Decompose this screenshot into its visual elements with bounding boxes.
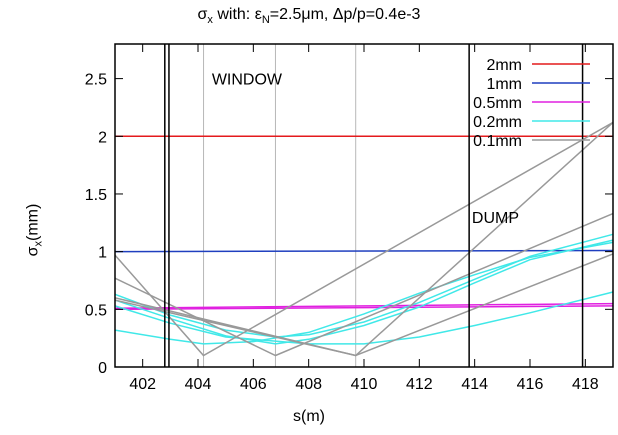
series-0.2mm-line-2 <box>114 241 614 345</box>
y-tick-label-1: 0.5 <box>85 302 107 319</box>
x-tick-label-4: 410 <box>351 376 378 393</box>
y-tick-label-5: 2.5 <box>85 72 107 89</box>
series-0.5mm-line-1 <box>114 302 614 309</box>
series-0.2mm-line-1 <box>114 239 614 345</box>
x-tick-label-7: 416 <box>517 376 544 393</box>
y-tick-label-3: 1.5 <box>85 187 107 204</box>
x-tick-label-3: 408 <box>295 376 322 393</box>
x-tick-label-6: 414 <box>461 376 488 393</box>
y-tick-label-4: 2 <box>98 129 107 146</box>
x-tick-label-2: 406 <box>240 376 267 393</box>
x-tick-label-0: 402 <box>129 376 156 393</box>
series-0.5mm-line-0 <box>114 305 614 311</box>
x-axis-label: s(m) <box>293 408 325 425</box>
y-tick-label-0: 0 <box>98 360 107 377</box>
y-tick-label-2: 1 <box>98 245 107 262</box>
legend-label-0.1mm: 0.1mm <box>473 133 522 150</box>
legend-label-1mm: 1mm <box>486 76 522 93</box>
legend-label-0.2mm: 0.2mm <box>473 114 522 131</box>
x-tick-label-1: 404 <box>185 376 212 393</box>
series-0.2mm-line-0 <box>114 233 614 338</box>
legend-label-0.5mm: 0.5mm <box>473 95 522 112</box>
series-0.1mm-line-1 <box>114 212 614 357</box>
series-0.1mm-line-3 <box>114 121 614 357</box>
series-1mm-line-0 <box>114 249 614 253</box>
series-0.1mm-line-0 <box>114 121 614 357</box>
x-tick-label-5: 412 <box>406 376 433 393</box>
legend-label-2mm: 2mm <box>486 57 522 74</box>
series-0.2mm-line-3 <box>114 291 614 345</box>
chart-title: σx with: εN=2.5μm, Δp/p=0.4e-3 <box>197 6 421 27</box>
annotation-dump: DUMP <box>472 210 519 227</box>
annotation-window: WINDOW <box>212 71 283 88</box>
x-tick-label-8: 418 <box>572 376 599 393</box>
